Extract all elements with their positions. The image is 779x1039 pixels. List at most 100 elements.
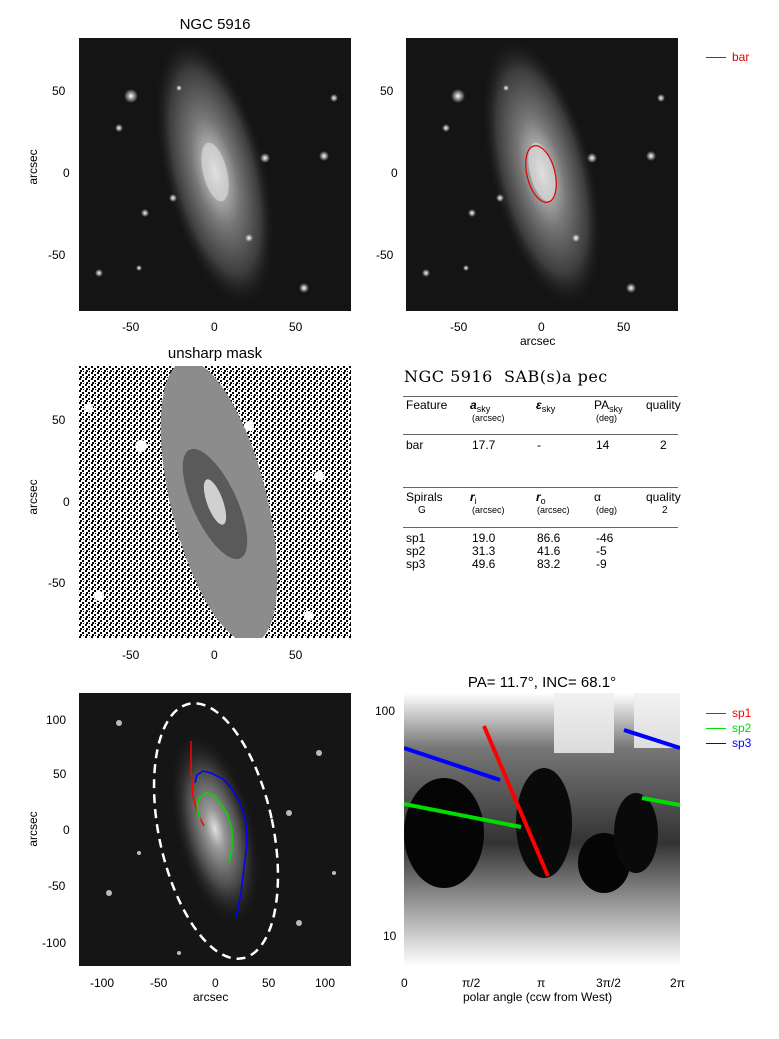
panel2-ytick: -50: [376, 248, 394, 262]
table-divider: [403, 396, 678, 397]
ro-unit: (arcsec): [537, 505, 570, 515]
polar-fit-sp2: [404, 802, 522, 829]
bar-quality: 2: [660, 438, 667, 452]
polar-fit-sp1: [482, 725, 550, 877]
panel6-ytick: 10: [383, 929, 397, 943]
panel6-ytick: 100: [375, 704, 396, 718]
bar-name: bar: [406, 438, 424, 452]
table-title: NGC 5916 SAB(s)a pec: [404, 367, 608, 386]
panel5-ytick: 50: [53, 767, 67, 781]
eps-sky-header: εsky: [536, 398, 556, 414]
panel5-xtick: 50: [262, 976, 276, 990]
ro-header: ro: [536, 490, 546, 506]
panel6-xtick: π/2: [462, 976, 481, 990]
sp3-legend-label: sp3: [732, 736, 752, 750]
deprojection-ellipse: [152, 702, 280, 960]
sp1-ro: 86.6: [537, 531, 561, 545]
sp2-legend-label: sp2: [732, 721, 752, 735]
pa-sky-header: PAsky: [594, 398, 623, 414]
bar-legend-label: bar: [732, 50, 750, 64]
panel6-xlabel: polar angle (ccw from West): [463, 990, 613, 1004]
bar-pa: 14: [596, 438, 610, 452]
panel1-title: NGC 5916: [179, 16, 251, 33]
sp3-ro: 83.2: [537, 557, 561, 571]
polar-fit-sp3-wrap: [623, 728, 680, 750]
pa-sky-unit: (deg): [596, 413, 618, 423]
panel5-xtick: 0: [212, 976, 219, 990]
sp1-name: sp1: [406, 531, 426, 545]
bar-image-panel: [406, 38, 678, 311]
bar-image: [422, 38, 665, 309]
bar-legend-line: [706, 57, 726, 58]
panel3-xtick: -50: [122, 648, 140, 662]
bar-a: 17.7: [472, 438, 496, 452]
sp2-alpha: -5: [596, 544, 607, 558]
polar-plot-image: [404, 693, 680, 966]
panel5-ytick: 100: [46, 713, 67, 727]
panel5-ytick: -50: [48, 879, 66, 893]
panel3-ytick: 0: [63, 495, 70, 509]
alpha-unit: (deg): [596, 505, 618, 515]
sp1-legend-label: sp1: [732, 706, 752, 720]
panel3-xtick: 0: [211, 648, 218, 662]
panel1-ytick: -50: [48, 248, 66, 262]
sp3-alpha: -9: [596, 557, 607, 571]
panel1-ylabel: arcsec: [26, 149, 40, 185]
sp1-alpha: -46: [596, 531, 614, 545]
galaxy-image: [95, 38, 338, 309]
alpha-header: α: [594, 490, 601, 504]
panel6-xtick: 0: [401, 976, 408, 990]
panel3-ylabel: arcsec: [26, 479, 40, 515]
panel3-title: unsharp mask: [167, 345, 263, 362]
panel5-xlabel: arcsec: [193, 990, 229, 1004]
panel6-xtick: π: [537, 976, 546, 990]
spiral-overlay-image: [106, 702, 336, 960]
spiral-arm-sp3: [194, 770, 248, 919]
table-divider: [403, 434, 678, 435]
ri-header: ri: [470, 490, 477, 506]
ri-unit: (arcsec): [472, 505, 505, 515]
polar-plot-panel: [404, 693, 680, 966]
panel2-xtick: 0: [538, 320, 545, 334]
polar-fit-sp2-wrap: [641, 796, 680, 807]
spirals-header: Spirals: [406, 490, 443, 504]
panel2-xlabel: arcsec: [520, 334, 556, 348]
unsharp-mask-panel: [79, 366, 351, 638]
quality-header: quality: [646, 398, 681, 412]
sp2-name: sp2: [406, 544, 426, 558]
spiral-quality-header: quality: [646, 490, 681, 504]
table-divider: [403, 527, 678, 528]
panel2-xtick: -50: [450, 320, 468, 334]
panel5-ytick: 0: [63, 823, 70, 837]
panel1-xtick: -50: [122, 320, 140, 334]
unsharp-mask-image: [79, 366, 351, 638]
panel5-ytick: -100: [42, 936, 67, 950]
spiral-arm-sp2: [196, 792, 233, 864]
bar-eps: -: [537, 438, 541, 452]
sp3-legend-line: [706, 743, 726, 744]
polar-fit-sp3: [404, 746, 501, 782]
table-divider: [403, 487, 678, 488]
galaxy-image-panel: [79, 38, 351, 311]
feature-header: Feature: [406, 398, 448, 412]
panel6-xtick: 2π: [670, 976, 685, 990]
sp2-legend-line: [706, 728, 726, 729]
bar-ellipse: [525, 145, 557, 203]
panel6-xtick: 3π/2: [596, 976, 621, 990]
panel6-title: PA= 11.7°, INC= 68.1°: [467, 674, 617, 691]
sp1-ri: 19.0: [472, 531, 496, 545]
spiral-overlay-panel: [79, 693, 351, 966]
a-sky-unit: (arcsec): [472, 413, 505, 423]
spiral-quality-value: 2: [662, 505, 668, 516]
panel1-ytick: 50: [52, 84, 66, 98]
sp3-name: sp3: [406, 557, 426, 571]
g-header: G: [418, 505, 426, 516]
a-sky-header: asky: [470, 398, 491, 414]
panel5-ylabel: arcsec: [26, 811, 40, 847]
sp1-legend-line: [706, 713, 726, 714]
panel3-xtick: 50: [289, 648, 303, 662]
panel3-ytick: 50: [52, 413, 66, 427]
panel1-ytick: 0: [63, 166, 70, 180]
panel1-xtick: 50: [289, 320, 303, 334]
panel3-ytick: -50: [48, 576, 66, 590]
